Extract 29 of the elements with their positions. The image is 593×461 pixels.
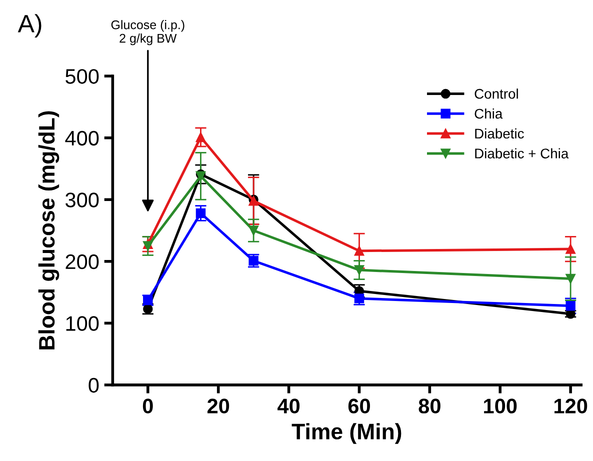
x-axis-title: Time (Min) xyxy=(292,423,402,444)
x-tick-label: 120 xyxy=(554,398,588,414)
point xyxy=(354,246,364,256)
point xyxy=(566,244,576,254)
point xyxy=(248,226,258,236)
y-tick-label: 200 xyxy=(66,254,99,270)
y-axis-title: Blood glucose (mg/dL) xyxy=(38,111,60,350)
y-tick-label: 0 xyxy=(88,378,99,393)
x-tick-label: 60 xyxy=(348,398,370,414)
point xyxy=(566,301,576,311)
x-tick-label: 80 xyxy=(418,398,440,414)
legend-label: Control xyxy=(474,88,518,99)
legend-label: Chia xyxy=(474,108,503,119)
chart-title: A) xyxy=(18,14,42,38)
y-tick-label: 500 xyxy=(66,69,99,84)
x-tick-label: 100 xyxy=(484,398,517,414)
legend-label: Diabetic + Chia xyxy=(475,148,569,158)
point xyxy=(354,265,364,275)
y-tick-label: 400 xyxy=(65,130,99,146)
text: Glucose (i.p.) 2 g/kg BW xyxy=(111,20,184,46)
point xyxy=(196,132,206,142)
point xyxy=(196,208,206,218)
y-tick-label: 300 xyxy=(66,192,99,208)
legend-label: Diabetic xyxy=(475,128,524,139)
x-tick-label: 0 xyxy=(142,398,153,414)
x-tick-label: 40 xyxy=(278,398,300,414)
y-tick-label: 100 xyxy=(66,316,99,331)
x-tick-label: 20 xyxy=(207,398,230,414)
point xyxy=(566,274,576,284)
